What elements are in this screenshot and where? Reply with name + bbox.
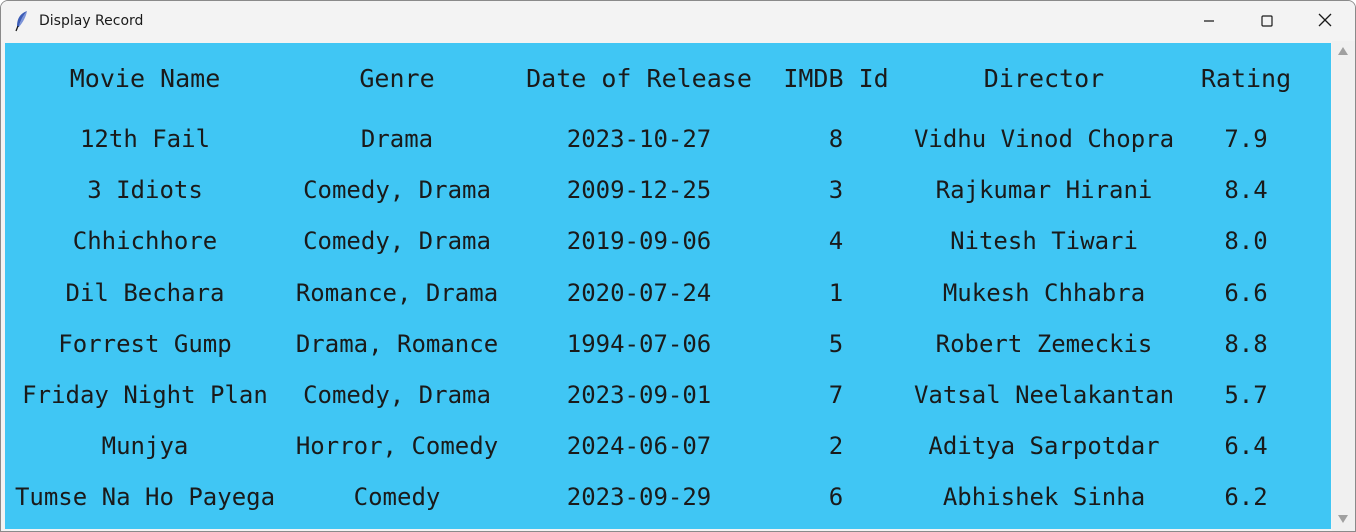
cell-date-of-release: 2023-09-29 [566,483,712,511]
cell-date-of-release: 2019-09-06 [566,227,712,255]
vertical-scrollbar[interactable] [1332,41,1355,531]
cell-date-of-release: 2023-09-01 [566,381,712,409]
cell-imdb-id: 1 [828,279,844,307]
cell-movie-name: Munjya [101,432,189,460]
feather-icon [13,10,31,32]
cell-rating: 5.7 [1224,381,1268,409]
cell-director: Robert Zemeckis [935,330,1153,358]
cell-rating: 8.8 [1224,330,1268,358]
window-title: Display Record [39,13,144,29]
cell-date-of-release: 2009-12-25 [566,176,712,204]
cell-genre: Romance, Drama [295,279,499,307]
cell-rating: 8.0 [1224,227,1268,255]
column-header-imdb-id: IMDB Id [783,64,889,93]
cell-genre: Comedy, Drama [303,227,491,255]
cell-rating: 6.2 [1224,483,1268,511]
column-header-movie-name: Movie Name [69,64,221,93]
cell-imdb-id: 8 [828,125,844,153]
cell-date-of-release: 2020-07-24 [566,279,712,307]
cell-genre: Comedy, Drama [303,381,491,409]
cell-imdb-id: 5 [828,330,844,358]
cell-movie-name: 3 Idiots [87,176,203,204]
cell-rating: 6.4 [1224,432,1268,460]
cell-imdb-id: 2 [828,432,844,460]
column-header-genre: Genre [359,64,435,93]
records-table: Movie Name Genre Date of Release IMDB Id… [5,43,1331,529]
cell-movie-name: Friday Night Plan [22,381,268,409]
cell-date-of-release: 2023-10-27 [566,125,712,153]
close-icon [1318,12,1332,31]
cell-director: Vatsal Neelakantan [913,381,1175,409]
cell-genre: Horror, Comedy [295,432,499,460]
column-header-director: Director [983,64,1105,93]
cell-imdb-id: 6 [828,483,844,511]
cell-director: Nitesh Tiwari [950,227,1138,255]
cell-genre: Comedy, Drama [303,176,491,204]
cell-genre: Drama, Romance [295,330,499,358]
cell-rating: 8.4 [1224,176,1268,204]
scroll-down-arrow-icon[interactable] [1338,515,1348,523]
column-header-date-of-release: Date of Release [526,64,752,93]
cell-genre: Comedy [353,483,441,511]
cell-imdb-id: 4 [828,227,844,255]
minimize-button[interactable] [1179,1,1239,41]
cell-movie-name: Chhichhore [72,227,218,255]
maximize-icon [1261,12,1273,31]
cell-rating: 6.6 [1224,279,1268,307]
cell-rating: 7.9 [1224,125,1268,153]
cell-director: Rajkumar Hirani [935,176,1153,204]
cell-genre: Drama [360,125,434,153]
cell-movie-name: 12th Fail [79,125,211,153]
cell-movie-name: Dil Bechara [65,279,225,307]
cell-movie-name: Tumse Na Ho Payega [14,483,276,511]
cell-imdb-id: 7 [828,381,844,409]
cell-director: Abhishek Sinha [942,483,1146,511]
cell-director: Aditya Sarpotdar [928,432,1160,460]
cell-movie-name: Forrest Gump [58,330,232,358]
cell-director: Vidhu Vinod Chopra [913,125,1175,153]
scroll-up-arrow-icon[interactable] [1338,47,1348,55]
title-bar[interactable]: Display Record [1,1,1355,41]
cell-date-of-release: 2024-06-07 [566,432,712,460]
column-header-rating: Rating [1200,64,1292,93]
close-button[interactable] [1295,1,1355,41]
cell-director: Mukesh Chhabra [942,279,1146,307]
cell-date-of-release: 1994-07-06 [566,330,712,358]
minimize-icon [1203,12,1215,31]
cell-imdb-id: 3 [828,176,844,204]
maximize-button[interactable] [1237,1,1297,41]
